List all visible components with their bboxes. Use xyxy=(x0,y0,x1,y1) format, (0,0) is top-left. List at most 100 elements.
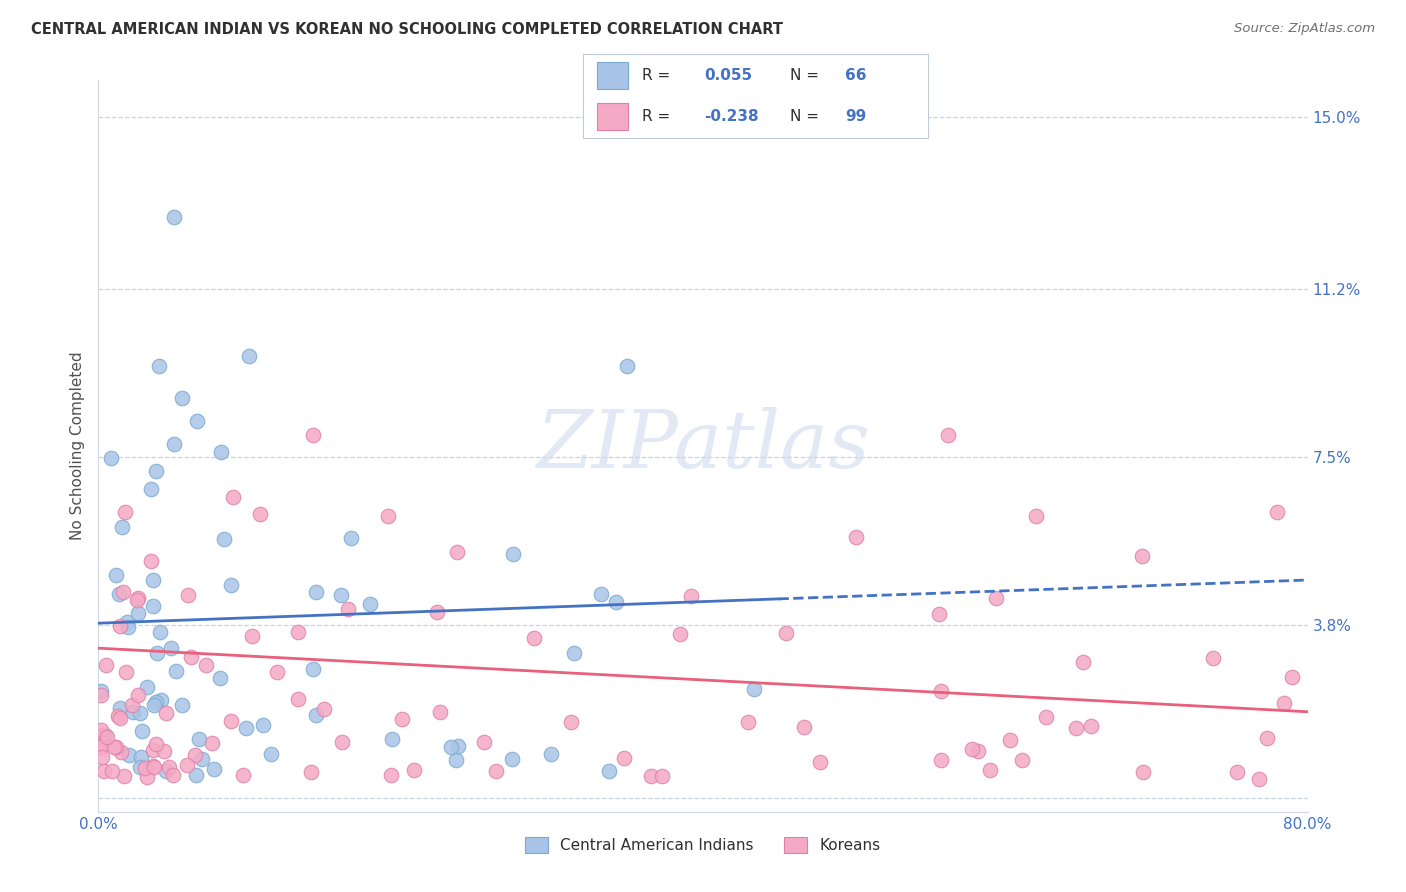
Point xyxy=(127,606,149,620)
Point xyxy=(1202,650,1225,665)
Point xyxy=(808,755,831,769)
Point xyxy=(145,695,167,709)
Text: 0.055: 0.055 xyxy=(704,68,752,83)
Text: N =: N = xyxy=(790,68,824,83)
Point xyxy=(170,698,193,713)
Point xyxy=(1272,696,1295,710)
Point xyxy=(142,573,165,587)
Point xyxy=(100,450,122,465)
Point xyxy=(115,665,138,680)
Point xyxy=(1011,754,1033,768)
Text: N =: N = xyxy=(790,109,824,124)
Text: -0.238: -0.238 xyxy=(704,109,759,124)
Point xyxy=(1267,505,1289,519)
Point xyxy=(219,714,242,728)
Point xyxy=(440,739,463,754)
Point xyxy=(1071,655,1094,669)
Point xyxy=(145,464,167,478)
Point xyxy=(446,545,468,559)
Point xyxy=(129,750,152,764)
Point xyxy=(540,747,562,762)
Point xyxy=(1024,509,1046,524)
Point xyxy=(110,745,132,759)
Legend: Central American Indians, Koreans: Central American Indians, Koreans xyxy=(519,830,887,859)
Point xyxy=(1226,765,1249,780)
Point xyxy=(184,767,207,781)
Point xyxy=(929,753,952,767)
Point xyxy=(163,436,186,450)
Point xyxy=(209,671,232,685)
Point xyxy=(598,764,620,779)
Point xyxy=(562,646,585,660)
Point xyxy=(163,210,186,224)
Point xyxy=(1080,718,1102,732)
Point xyxy=(340,531,363,545)
Point xyxy=(302,662,325,676)
Point xyxy=(1000,732,1022,747)
Point xyxy=(90,739,112,754)
Point xyxy=(136,770,159,784)
Point xyxy=(235,721,257,735)
Point xyxy=(336,602,359,616)
Point xyxy=(108,619,131,633)
Point xyxy=(115,615,138,629)
Point xyxy=(128,760,150,774)
Point xyxy=(180,649,202,664)
Point xyxy=(108,711,131,725)
Point xyxy=(91,728,114,742)
Point xyxy=(967,744,990,758)
Point xyxy=(485,764,508,778)
Text: 66: 66 xyxy=(845,68,866,83)
Point xyxy=(381,731,404,746)
Point xyxy=(501,752,523,766)
Point xyxy=(159,640,181,655)
Point xyxy=(249,507,271,521)
Point xyxy=(330,588,353,602)
Point xyxy=(404,763,426,777)
Point xyxy=(127,591,149,605)
Point xyxy=(240,629,263,643)
Point xyxy=(90,684,112,698)
Point xyxy=(107,709,129,723)
Point xyxy=(195,658,218,673)
Point xyxy=(114,505,136,519)
Point xyxy=(447,739,470,753)
Point xyxy=(121,698,143,713)
Point xyxy=(591,587,613,601)
Point xyxy=(1064,721,1087,735)
Point xyxy=(91,750,114,764)
Point xyxy=(125,593,148,607)
Point xyxy=(170,392,193,406)
Point xyxy=(149,624,172,639)
Point xyxy=(640,769,662,783)
Point xyxy=(929,683,952,698)
Point xyxy=(613,750,636,764)
Point xyxy=(165,665,187,679)
FancyBboxPatch shape xyxy=(598,103,628,130)
Text: ZIPatlas: ZIPatlas xyxy=(536,408,870,484)
Point xyxy=(502,548,524,562)
Point xyxy=(90,723,112,737)
Point xyxy=(177,588,200,602)
Point xyxy=(155,764,177,778)
Point xyxy=(90,740,112,755)
Point xyxy=(96,658,118,673)
Point xyxy=(330,735,353,749)
Point xyxy=(153,744,176,758)
Point xyxy=(668,626,690,640)
Point xyxy=(737,714,759,729)
Point xyxy=(616,359,638,374)
Point xyxy=(111,585,134,599)
Point xyxy=(214,532,236,546)
Point xyxy=(1247,772,1270,787)
Point xyxy=(108,701,131,715)
Point xyxy=(984,591,1007,606)
Point xyxy=(266,665,288,679)
Point xyxy=(305,707,328,722)
Point xyxy=(1130,549,1153,564)
Point xyxy=(129,706,152,721)
Point xyxy=(93,728,115,742)
Point xyxy=(145,737,167,751)
Point xyxy=(523,632,546,646)
Point xyxy=(184,748,207,763)
